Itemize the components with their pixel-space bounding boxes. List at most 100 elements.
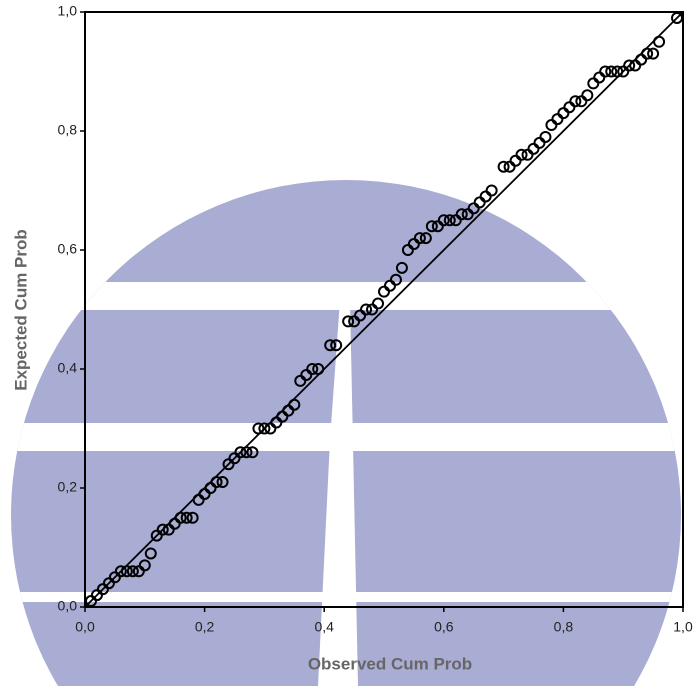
data-point xyxy=(527,142,540,155)
data-point xyxy=(407,238,420,251)
data-point xyxy=(587,77,600,90)
data-point xyxy=(509,154,522,167)
y-tick-label: 1,0 xyxy=(58,3,78,19)
data-point xyxy=(593,71,606,84)
data-point xyxy=(503,160,516,173)
data-point xyxy=(210,476,223,489)
data-point xyxy=(425,220,438,233)
data-point xyxy=(186,511,199,524)
data-point xyxy=(563,101,576,114)
data-point xyxy=(479,190,492,203)
data-point xyxy=(258,422,271,435)
data-point xyxy=(455,208,468,221)
data-point xyxy=(545,119,558,132)
data-point xyxy=(240,446,253,459)
data-point xyxy=(168,517,181,530)
data-point xyxy=(348,315,361,328)
plot-frame xyxy=(84,11,684,608)
data-point xyxy=(180,511,193,524)
x-tick-label: 1,0 xyxy=(673,619,693,635)
data-point xyxy=(312,363,325,375)
data-point xyxy=(437,214,450,227)
data-point xyxy=(383,279,396,292)
data-point xyxy=(449,214,462,227)
data-point xyxy=(485,184,498,197)
data-point xyxy=(204,482,217,494)
data-point xyxy=(246,446,259,459)
data-point xyxy=(611,65,624,78)
data-point xyxy=(521,148,534,161)
x-tick-label: 0,0 xyxy=(75,619,95,635)
data-point xyxy=(234,446,247,459)
data-point xyxy=(300,368,313,381)
data-point xyxy=(264,422,277,435)
data-point xyxy=(372,297,385,310)
x-axis-title: Observed Cum Prob xyxy=(308,654,472,673)
data-point xyxy=(162,523,175,536)
data-point xyxy=(138,559,151,572)
y-tick-label: 0,6 xyxy=(58,241,78,257)
data-point xyxy=(647,47,660,60)
data-point xyxy=(551,113,564,126)
data-point xyxy=(294,374,307,387)
data-point xyxy=(120,565,133,578)
x-tick-label: 0,4 xyxy=(314,619,334,635)
data-point xyxy=(276,410,289,423)
data-point xyxy=(533,136,546,149)
data-point xyxy=(653,35,666,48)
data-point xyxy=(108,571,121,584)
data-point xyxy=(150,529,163,542)
data-point xyxy=(539,130,552,143)
data-point xyxy=(419,232,432,245)
watermark xyxy=(11,180,681,686)
data-point xyxy=(378,285,390,298)
data-point xyxy=(569,95,582,108)
data-point xyxy=(324,339,337,352)
reference-line xyxy=(84,11,684,608)
data-point xyxy=(306,363,319,375)
data-point xyxy=(557,107,570,120)
data-point xyxy=(288,398,301,411)
x-tick-label: 0,8 xyxy=(554,619,574,635)
data-point xyxy=(96,583,109,596)
data-point xyxy=(252,422,265,435)
data-point xyxy=(198,487,211,500)
y-tick-label: 0,2 xyxy=(58,479,78,495)
data-point xyxy=(144,547,157,560)
data-point xyxy=(467,202,480,215)
data-point xyxy=(395,261,408,274)
x-tick-label: 0,6 xyxy=(434,619,454,635)
y-tick-label: 0,8 xyxy=(58,122,78,138)
data-point xyxy=(617,65,630,78)
data-point xyxy=(84,595,97,608)
data-point xyxy=(443,214,456,227)
data-point xyxy=(366,303,379,316)
data-point xyxy=(413,232,426,245)
data-point xyxy=(461,208,474,221)
data-point xyxy=(222,458,235,471)
data-point xyxy=(401,244,414,256)
data-point xyxy=(192,493,205,506)
data-point xyxy=(90,589,103,602)
data-point xyxy=(282,404,295,417)
y-tick-label: 0,0 xyxy=(58,598,78,614)
y-axis-title: Expected Cum Prob xyxy=(11,229,30,391)
data-point xyxy=(389,273,402,286)
data-point xyxy=(216,476,229,489)
data-point xyxy=(473,196,486,209)
data-point xyxy=(174,511,187,524)
data-point xyxy=(641,47,654,60)
x-tick-label: 0,2 xyxy=(195,619,215,635)
data-point xyxy=(360,303,373,316)
data-point xyxy=(575,95,588,108)
y-tick-label: 0,4 xyxy=(58,360,78,376)
data-point xyxy=(354,309,367,322)
data-point xyxy=(126,565,139,578)
data-point xyxy=(605,65,618,78)
data-point xyxy=(228,452,241,465)
data-point xyxy=(581,89,594,102)
data-point xyxy=(635,53,648,66)
data-point xyxy=(623,59,636,72)
data-point xyxy=(497,160,510,173)
